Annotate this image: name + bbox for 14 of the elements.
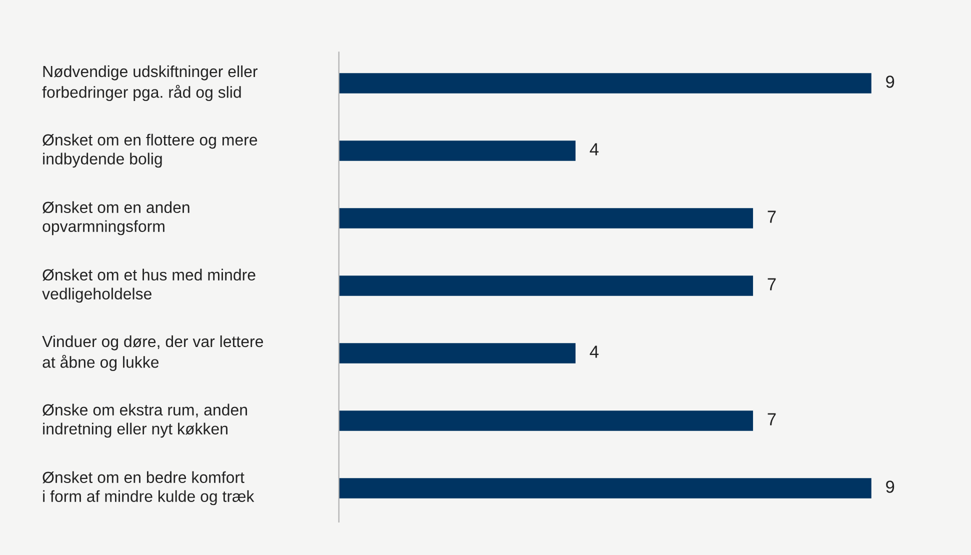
- y-tick-label: Ønske om ekstra rum, anden indretning eller nyt køkken: [42, 404, 247, 438]
- data-label: 4: [590, 143, 599, 156]
- y-tick-label: Ønsket om en anden opvarmningsform: [42, 201, 190, 236]
- y-tick-label: Ønsket om en bedre komfort i form af mindre kulde og træk: [42, 471, 254, 506]
- data-label: 7: [768, 278, 776, 290]
- data-label: 7: [768, 210, 776, 223]
- y-tick-label: Ønsket om en flottere og mere indbydende bolig: [42, 134, 258, 168]
- y-tick-label: Vinduer og døre, der var lettere at åbne og lukke: [42, 335, 264, 372]
- y-tick-label: Ønsket om et hus med mindre vedligeholdelse: [42, 268, 256, 303]
- data-label: 7: [768, 413, 776, 426]
- y-tick-label: Nødvendige udskiftninger eller forbedringer pga. råd og slid: [42, 65, 258, 102]
- data-label: 4: [590, 346, 599, 358]
- data-label: 9: [886, 76, 894, 88]
- data-label: 9: [886, 480, 894, 493]
